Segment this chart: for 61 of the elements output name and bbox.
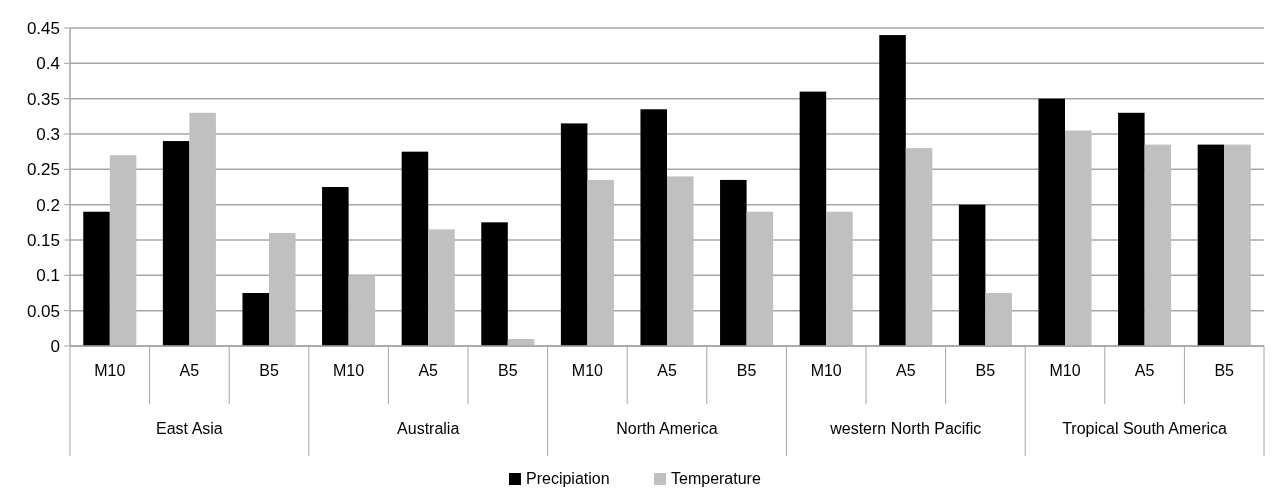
bar (1118, 112, 1145, 346)
text: western North Pacific (829, 420, 982, 437)
x-tick-label: M10 (94, 362, 126, 379)
bar (1224, 144, 1251, 346)
x-tick-label: M10 (810, 362, 842, 379)
x-tick-label: B5 (259, 362, 279, 379)
bar (83, 211, 110, 346)
y-tick-label: 0 (50, 336, 60, 356)
y-tick-label: 0.1 (36, 266, 60, 286)
bar (428, 229, 455, 346)
y-tick-label: 0.15 (26, 230, 60, 250)
bar (720, 179, 747, 346)
bar (640, 109, 667, 346)
x-tick-label: M10 (1049, 362, 1081, 379)
bar (109, 155, 137, 346)
bar (162, 141, 190, 346)
bar (746, 211, 774, 346)
x-tick-label: B5 (1214, 362, 1235, 379)
x-tick-label: M10 (333, 362, 365, 379)
x-tick-label: A5 (896, 362, 916, 379)
text: Tropical South America (1062, 420, 1228, 437)
y-tick-label: 0.35 (26, 89, 60, 109)
text: North America (616, 420, 718, 437)
y-tick-label: 0.05 (26, 301, 60, 321)
y-tick-label: 0.4 (36, 54, 60, 74)
y-tick-label: 0.45 (26, 18, 60, 38)
text: Australia (397, 420, 460, 437)
bar (879, 35, 906, 346)
bar (958, 204, 986, 346)
bar (1065, 130, 1092, 346)
legend-label: Precipiation (526, 470, 610, 487)
x-tick-label: M10 (571, 362, 604, 379)
bar (1038, 98, 1065, 346)
x-tick-label: A5 (657, 362, 677, 379)
y-tick-label: 0.2 (36, 195, 60, 215)
x-tick-label: B5 (498, 362, 518, 379)
bar (242, 293, 269, 346)
bar (322, 187, 349, 346)
bar (667, 176, 694, 346)
bar (799, 91, 827, 346)
bar (269, 232, 296, 346)
bar (826, 211, 853, 346)
bar (1144, 144, 1172, 346)
bar (560, 123, 588, 346)
bar (189, 112, 216, 346)
bar (587, 179, 614, 346)
x-tick-label: A5 (418, 362, 439, 379)
bar (1197, 144, 1225, 346)
y-tick-label: 0.25 (26, 160, 60, 180)
y-tick-label: 0.3 (36, 124, 60, 144)
bar (481, 222, 508, 346)
x-tick-label: A5 (179, 362, 200, 379)
x-tick-label: A5 (1134, 362, 1155, 379)
bar (905, 148, 933, 346)
bar (348, 275, 376, 346)
bar (985, 293, 1012, 346)
bar (401, 151, 429, 346)
text: East Asia (156, 420, 223, 437)
legend-label: Temperature (671, 470, 761, 487)
x-tick-label: B5 (736, 362, 757, 379)
x-tick-label: B5 (975, 362, 996, 379)
